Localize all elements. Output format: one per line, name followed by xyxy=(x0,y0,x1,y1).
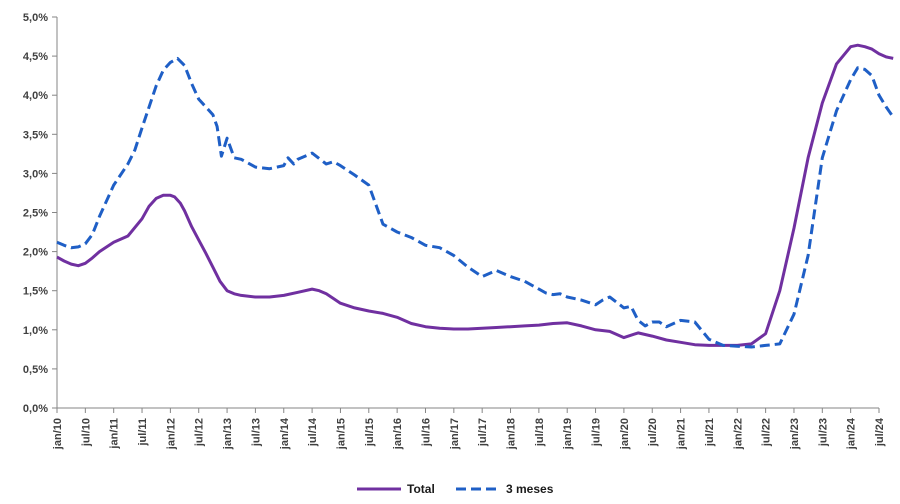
x-tick-label: jul/11 xyxy=(137,418,149,447)
x-tick-label: jan/14 xyxy=(279,417,291,450)
x-tick-label: jan/22 xyxy=(732,418,744,450)
x-tick-label: jan/19 xyxy=(562,418,574,450)
x-tick-label: jul/18 xyxy=(534,418,546,447)
x-tick-label: jul/20 xyxy=(647,418,659,447)
legend-label: Total xyxy=(407,482,435,496)
axes xyxy=(52,16,880,413)
series-line-total xyxy=(56,43,894,347)
x-tick-label: jan/12 xyxy=(165,418,177,450)
y-tick-label: 1,0% xyxy=(23,325,48,337)
y-tick-label: 0,5% xyxy=(23,364,48,376)
x-tick-label: jul/19 xyxy=(591,418,603,447)
x-tick-label: jul/24 xyxy=(874,417,886,447)
x-tick-label: jan/10 xyxy=(52,418,64,450)
x-tick-label: jan/15 xyxy=(335,418,347,450)
x-tick-label: jul/21 xyxy=(704,418,716,447)
y-tick-label: 1,5% xyxy=(23,286,48,298)
x-tick-label: jul/15 xyxy=(364,418,376,447)
y-tick-label: 0,0% xyxy=(23,403,48,415)
y-tick-label: 3,5% xyxy=(23,129,48,141)
x-tick-label: jan/18 xyxy=(506,418,518,450)
x-tick-label: jan/13 xyxy=(222,418,234,450)
x-tick-label: jul/23 xyxy=(817,418,829,447)
x-tick-label: jul/16 xyxy=(420,418,432,447)
y-tick-label: 4,5% xyxy=(23,51,48,63)
x-tick-label: jul/22 xyxy=(761,418,773,447)
x-tick-label: jan/11 xyxy=(109,418,121,450)
x-tick-label: jan/16 xyxy=(392,418,404,450)
series-line-3-meses xyxy=(56,56,895,349)
y-tick-label: 2,0% xyxy=(23,247,48,259)
x-tick-label: jan/24 xyxy=(846,417,858,450)
series-layer xyxy=(56,43,895,349)
x-tick-label: jul/10 xyxy=(80,418,92,447)
x-tick-label: jan/17 xyxy=(449,418,461,450)
x-tick-label: jul/12 xyxy=(194,418,206,447)
y-tick-label: 3,0% xyxy=(23,168,48,180)
x-tick-label: jul/13 xyxy=(250,418,262,447)
x-tick-label: jul/14 xyxy=(307,417,319,447)
legend-label: 3 meses xyxy=(506,482,554,496)
y-tick-label: 4,0% xyxy=(23,90,48,102)
legend: Total 3 meses xyxy=(357,482,554,496)
y-tick-label: 2,5% xyxy=(23,208,48,220)
x-tick-label: jan/23 xyxy=(789,418,801,450)
x-tick-label: jul/17 xyxy=(477,418,489,447)
x-axis-labels: jan/10 jul/10 jan/11 jul/11 jan/12 jul/12 jan/… xyxy=(52,417,886,450)
x-tick-label: jan/20 xyxy=(619,418,631,450)
y-tick-label: 5,0% xyxy=(23,12,48,24)
x-tick-label: jan/21 xyxy=(676,418,688,450)
y-axis-labels: 0,0% 0,5% 1,0% 1,5% 2,0% 2,5% 3,0% 3,5% 4,0% 4,5%… xyxy=(23,12,48,415)
